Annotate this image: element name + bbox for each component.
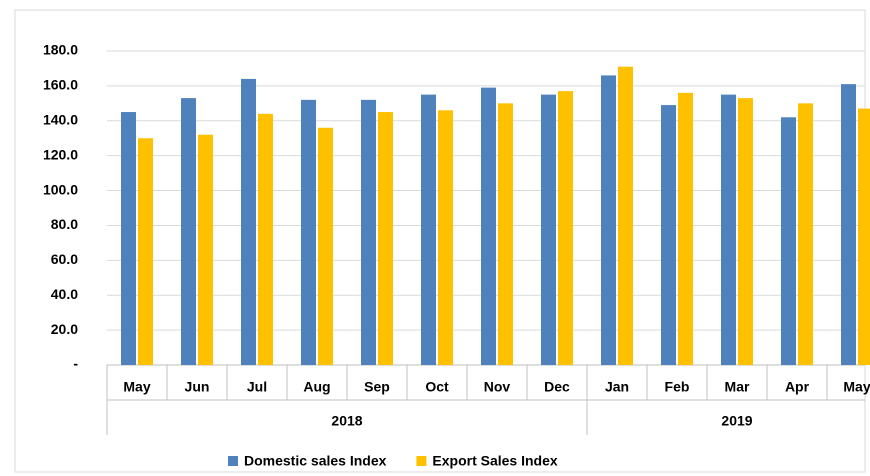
bar (241, 78, 256, 366)
bar (481, 87, 496, 365)
bar (601, 75, 616, 365)
y-tick-label: 60.0 (51, 251, 78, 267)
y-tick-label: 120.0 (43, 146, 78, 162)
bar (858, 108, 870, 366)
x-tick-label: Jun (185, 379, 210, 395)
bar (301, 99, 316, 365)
bar (738, 98, 753, 365)
bar (361, 99, 376, 365)
x-tick-label: May (843, 379, 870, 395)
bar (781, 117, 796, 366)
bar (438, 110, 453, 365)
y-tick-label: 20.0 (51, 321, 78, 337)
x-tick-label: Nov (484, 379, 511, 395)
bar (798, 103, 813, 365)
bar (498, 103, 513, 365)
x-tick-label: Apr (785, 379, 810, 395)
bar (421, 94, 436, 365)
legend-label: Export Sales Index (432, 453, 557, 469)
x-tick-label: May (123, 379, 150, 395)
x-tick-label: Sep (364, 379, 390, 395)
bar (378, 112, 393, 365)
x-group-label: 2019 (721, 413, 752, 429)
x-group-label: 2018 (331, 413, 362, 429)
bar (121, 112, 136, 365)
bar (138, 138, 153, 365)
y-tick-label: 140.0 (43, 111, 78, 127)
bar (678, 92, 693, 365)
y-tick-label: 160.0 (43, 77, 78, 93)
y-tick-label: 40.0 (51, 286, 78, 302)
bar (558, 91, 573, 365)
x-tick-label: Dec (544, 379, 570, 395)
bar (841, 84, 856, 366)
legend-swatch (228, 456, 238, 466)
bar (541, 94, 556, 365)
x-tick-label: Jul (247, 379, 267, 395)
x-tick-label: Aug (303, 379, 330, 395)
bar (181, 98, 196, 365)
bar (618, 66, 633, 365)
bar (661, 105, 676, 366)
bar (258, 113, 273, 365)
bar (721, 94, 736, 365)
x-tick-label: Feb (665, 379, 690, 395)
y-tick-label: 180.0 (43, 42, 78, 58)
bar (198, 134, 213, 365)
bar (318, 127, 333, 365)
x-tick-label: Mar (725, 379, 750, 395)
legend-label: Domestic sales Index (244, 453, 387, 469)
y-tick-label: 80.0 (51, 216, 78, 232)
x-tick-label: Jan (605, 379, 629, 395)
y-tick-label: - (73, 356, 78, 372)
x-tick-label: Oct (425, 379, 449, 395)
legend-swatch (416, 456, 427, 466)
y-tick-label: 100.0 (43, 181, 78, 197)
